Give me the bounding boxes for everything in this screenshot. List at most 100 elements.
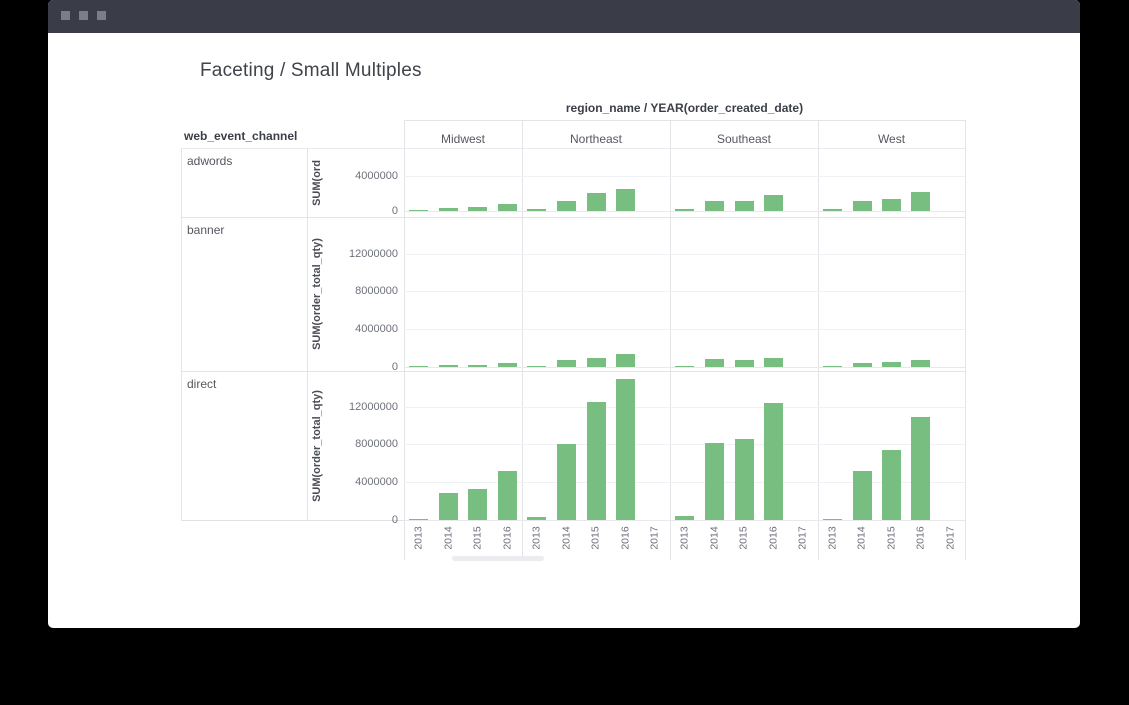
y-axis-tick-label: 12000000: [349, 401, 398, 413]
bar[interactable]: [439, 208, 458, 211]
bar[interactable]: [882, 450, 901, 520]
facet-column-label: Midwest: [440, 132, 485, 146]
facet-border: [965, 120, 966, 560]
bar[interactable]: [439, 493, 458, 520]
row-separator: [181, 217, 965, 218]
x-axis-tick-label: 2017: [796, 526, 809, 550]
facet-row-header: web_event_channel: [184, 129, 298, 143]
label-column-left-border: [181, 148, 182, 520]
y-axis-tick-label: 0: [391, 361, 398, 373]
bar[interactable]: [735, 439, 754, 520]
window-control-icon[interactable]: [61, 11, 70, 20]
y-axis-tick-label: 8000000: [355, 285, 398, 297]
row-separator: [181, 371, 965, 372]
bar[interactable]: [705, 443, 724, 520]
y-axis-tick-label: 12000000: [349, 248, 398, 260]
page-title: Faceting / Small Multiples: [200, 60, 422, 81]
facet-border: [818, 120, 819, 560]
window-control-icon[interactable]: [97, 11, 106, 20]
zero-baseline: [404, 520, 965, 521]
bar[interactable]: [587, 193, 606, 211]
bar[interactable]: [498, 471, 517, 520]
bar[interactable]: [735, 201, 754, 211]
zero-baseline: [404, 211, 965, 212]
bar[interactable]: [468, 365, 487, 367]
bar[interactable]: [764, 358, 783, 367]
grid-line: [404, 482, 965, 483]
bar[interactable]: [527, 209, 546, 211]
facet-column-label: Southeast: [716, 132, 772, 146]
bar[interactable]: [882, 362, 901, 367]
y-axis-title: SUM(order_total_qty): [311, 389, 323, 502]
facet-column-label: Northeast: [569, 132, 623, 146]
bar[interactable]: [675, 366, 694, 367]
y-axis-tick-label: 4000000: [355, 170, 398, 182]
bar[interactable]: [557, 201, 576, 211]
bar[interactable]: [675, 209, 694, 211]
bar[interactable]: [705, 201, 724, 211]
bar[interactable]: [853, 363, 872, 367]
x-axis-tick-label: 2014: [708, 526, 721, 550]
bar[interactable]: [468, 489, 487, 520]
bar[interactable]: [587, 358, 606, 367]
bar[interactable]: [735, 360, 754, 367]
grid-line: [404, 407, 965, 408]
bar[interactable]: [911, 417, 930, 520]
bar[interactable]: [409, 366, 428, 367]
bar[interactable]: [764, 195, 783, 211]
bar[interactable]: [616, 379, 635, 520]
bar[interactable]: [823, 209, 842, 211]
y-axis-title: SUM(order_total_qty): [311, 238, 323, 350]
bar[interactable]: [911, 192, 930, 211]
facet-column-header: region_name / YEAR(order_created_date): [565, 101, 804, 115]
bar[interactable]: [705, 359, 724, 367]
bar[interactable]: [557, 360, 576, 367]
horizontal-scrollbar-thumb[interactable]: [452, 556, 544, 561]
facet-header-top-border: [404, 120, 965, 121]
facet-border: [670, 120, 671, 560]
window-control-icon[interactable]: [79, 11, 88, 20]
bar[interactable]: [527, 517, 546, 520]
bar[interactable]: [587, 402, 606, 520]
bar[interactable]: [823, 366, 842, 367]
bar[interactable]: [882, 199, 901, 211]
grid-line: [404, 291, 965, 292]
small-multiples-chart: Midwest Northeast Southeast West adwords SUM(…: [48, 0, 1080, 628]
y-axis-tick-label: 0: [391, 514, 398, 526]
bar[interactable]: [498, 204, 517, 211]
bar[interactable]: [853, 471, 872, 520]
bar[interactable]: [498, 363, 517, 367]
grid-line: [404, 254, 965, 255]
bar[interactable]: [764, 403, 783, 520]
facet-row-label: adwords: [187, 154, 233, 168]
x-axis-tick-label: 2016: [767, 526, 780, 550]
x-axis-tick-label: 2015: [589, 526, 602, 550]
x-axis-tick-label: 2017: [944, 526, 957, 550]
bar[interactable]: [409, 210, 428, 211]
bar[interactable]: [911, 360, 930, 367]
x-axis-tick-label: 2015: [737, 526, 750, 550]
bar[interactable]: [823, 519, 842, 520]
bar[interactable]: [675, 516, 694, 520]
grid-line: [404, 444, 965, 445]
facet-row-label: direct: [187, 377, 217, 391]
facet-row-label: banner: [187, 223, 225, 237]
x-axis-tick-label: 2016: [914, 526, 927, 550]
grid-line: [404, 329, 965, 330]
window-titlebar[interactable]: [48, 0, 1080, 33]
facet-column-label: West: [877, 132, 906, 146]
bar[interactable]: [439, 365, 458, 367]
bar[interactable]: [527, 366, 546, 367]
bar[interactable]: [409, 519, 428, 520]
x-axis-tick-label: 2014: [560, 526, 573, 550]
bar[interactable]: [616, 189, 635, 211]
bar[interactable]: [616, 354, 635, 367]
axis-column-border: [307, 148, 308, 520]
x-axis-tick-label: 2013: [412, 526, 425, 550]
y-axis-tick-label: 4000000: [355, 476, 398, 488]
bar[interactable]: [853, 201, 872, 211]
bar[interactable]: [557, 444, 576, 520]
bar[interactable]: [468, 207, 487, 211]
x-axis-tick-label: 2013: [678, 526, 691, 550]
